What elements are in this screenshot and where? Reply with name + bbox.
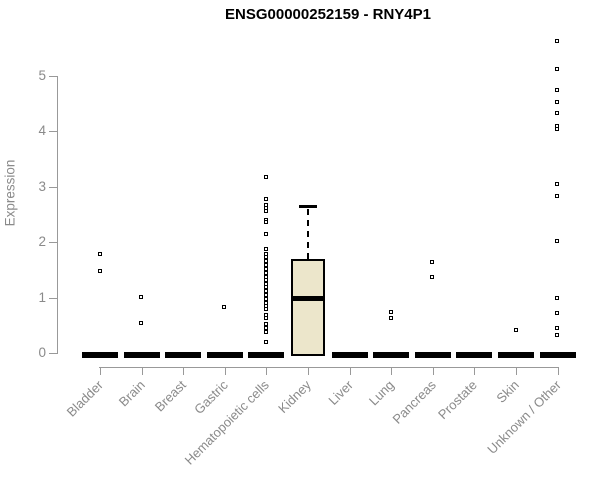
outlier-point [430, 260, 435, 265]
x-tick [308, 367, 309, 375]
y-tick [49, 76, 57, 77]
y-axis-line [57, 76, 58, 354]
y-tick-label: 5 [38, 68, 46, 83]
outlier-point [263, 339, 268, 344]
outlier-point [555, 110, 560, 115]
outlier-point [263, 289, 268, 293]
outlier-point [263, 330, 268, 334]
outlier-point [555, 325, 560, 330]
outlier-point [388, 309, 393, 314]
outlier-point [263, 285, 268, 290]
outlier-point [139, 294, 144, 299]
x-tick [349, 367, 351, 375]
collapsed-box-bar [248, 352, 285, 358]
collapsed-box-bar [373, 352, 410, 358]
chart-title: ENSG00000252159 - RNY4P1 [225, 6, 431, 23]
y-tick [49, 131, 57, 133]
outlier-point [263, 255, 268, 260]
outlier-point [555, 67, 560, 72]
collapsed-box-bar [539, 352, 576, 358]
x-tick [516, 367, 517, 375]
outlier-point [555, 88, 560, 93]
outlier-point [263, 266, 268, 271]
outlier-point [555, 310, 560, 315]
y-tick [49, 297, 57, 299]
outlier-point [430, 275, 435, 280]
x-tick [391, 367, 393, 375]
collapsed-box-bar [498, 352, 534, 358]
outlier-point [555, 333, 560, 338]
outlier-point [555, 99, 560, 104]
outlier-point [555, 38, 560, 43]
outlier-point [263, 326, 268, 331]
outlier-point [555, 126, 560, 131]
outlier-point [555, 182, 560, 187]
upper-whisker [307, 208, 309, 259]
outlier-point [263, 262, 268, 267]
x-tick [474, 367, 476, 375]
y-tick-label: 4 [38, 123, 46, 139]
outlier-point [263, 219, 268, 224]
whisker-cap [299, 204, 317, 208]
outlier-point [222, 304, 227, 309]
outlier-point [97, 251, 102, 256]
outlier-point [139, 321, 144, 326]
collapsed-box-bar [123, 352, 160, 358]
outlier-point [388, 315, 393, 320]
outlier-point [263, 292, 268, 297]
y-tick-label: 0 [38, 345, 46, 360]
y-tick-label: 2 [38, 234, 46, 250]
x-tick [100, 367, 101, 375]
outlier-point [555, 193, 560, 198]
y-tick-label: 1 [38, 289, 46, 305]
collapsed-box-bar [331, 352, 368, 358]
collapsed-box-bar [206, 352, 243, 358]
outlier-point [263, 270, 268, 275]
x-tick [224, 367, 226, 375]
outlier-point [263, 246, 268, 251]
collapsed-box-bar [82, 352, 118, 358]
y-tick [49, 186, 57, 188]
collapsed-box-bar [456, 352, 493, 358]
outlier-point [555, 239, 560, 244]
outlier-point [513, 328, 518, 333]
outlier-point [263, 315, 268, 320]
outlier-point [263, 209, 268, 214]
x-tick [432, 367, 434, 375]
y-tick [49, 242, 57, 244]
y-tick [49, 353, 57, 354]
outlier-point [97, 269, 102, 274]
y-tick-label: 3 [38, 178, 46, 194]
outlier-point [263, 197, 268, 202]
collapsed-box-bar [165, 352, 202, 358]
boxplot-box [291, 258, 325, 356]
median-line [291, 296, 325, 302]
x-tick [557, 367, 559, 375]
outlier-point [263, 274, 268, 279]
outlier-point [263, 231, 268, 236]
outlier-point [263, 175, 268, 180]
outlier-point [263, 296, 268, 301]
x-tick [183, 367, 185, 375]
outlier-point [263, 322, 268, 327]
x-tick [141, 367, 143, 375]
outlier-point [263, 259, 268, 264]
x-axis-line [99, 367, 559, 368]
x-tick [266, 367, 268, 375]
outlier-point [263, 307, 268, 312]
outlier-point [555, 296, 560, 301]
collapsed-box-bar [414, 352, 451, 358]
